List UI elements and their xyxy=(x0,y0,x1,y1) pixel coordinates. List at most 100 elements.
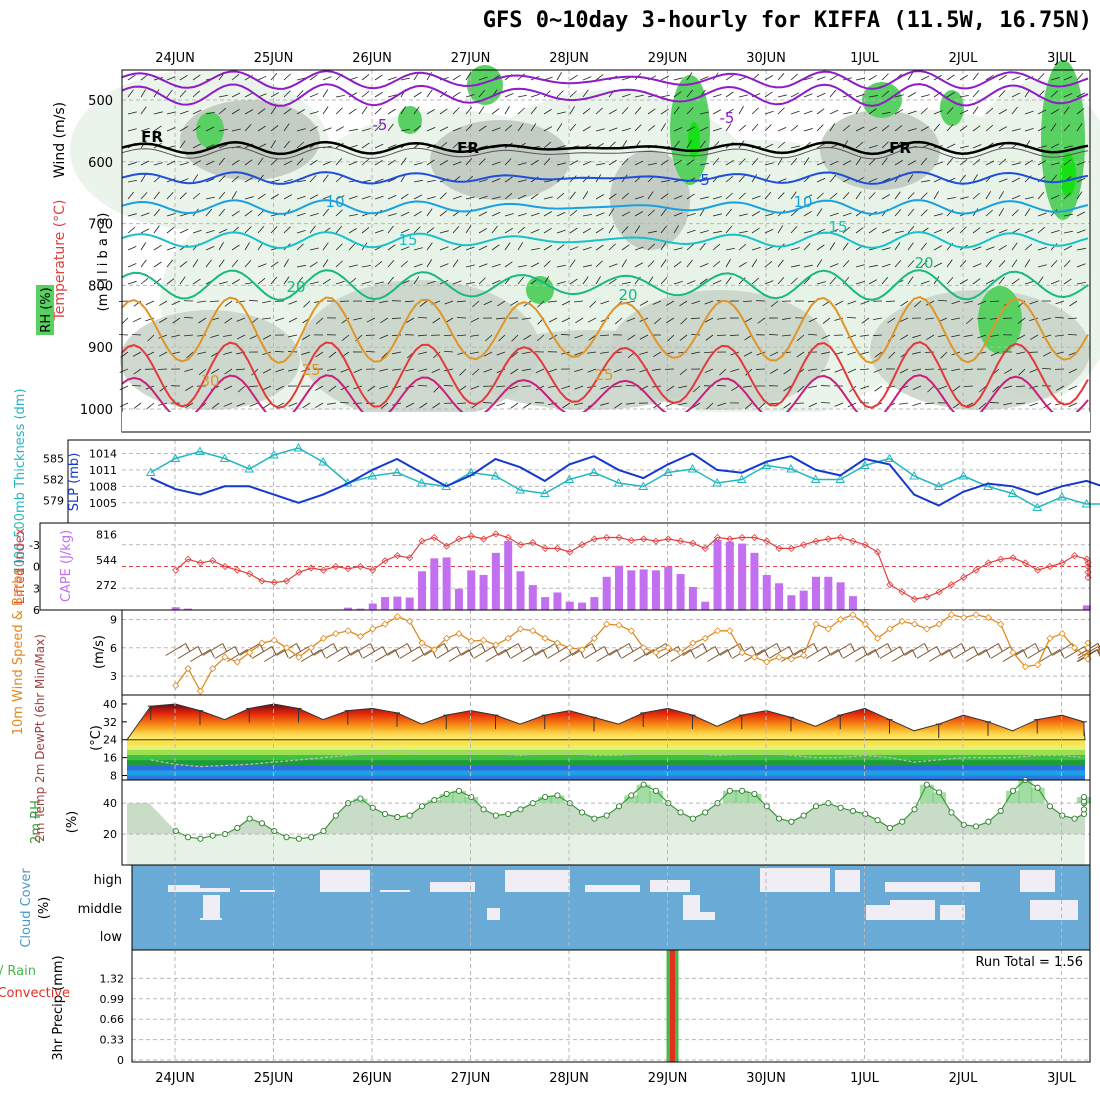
wind-barb xyxy=(952,402,961,409)
wind-barb xyxy=(647,108,656,115)
cloud-middle-gap xyxy=(890,900,935,920)
wind10-point xyxy=(713,627,722,635)
wind-barb xyxy=(998,90,1006,98)
wind-barb xyxy=(517,179,527,183)
wind-barb xyxy=(543,227,552,234)
wind-barb xyxy=(873,317,883,321)
wind-barb xyxy=(951,368,961,372)
wind-barb xyxy=(821,368,831,372)
wind10-point xyxy=(1009,648,1017,657)
wind-barb xyxy=(147,334,155,342)
wind-barb xyxy=(185,402,194,409)
wind-barb xyxy=(888,351,896,359)
wind-barb xyxy=(764,91,773,98)
wind10-barb-flag xyxy=(382,646,388,655)
wind-barb xyxy=(704,368,714,374)
wind10-barb-flag xyxy=(369,643,375,652)
wind-barb xyxy=(127,227,136,234)
wind10-barb xyxy=(707,649,728,662)
wind10-barb-flag xyxy=(936,646,942,655)
wind-barb xyxy=(699,263,709,268)
wind-barb xyxy=(348,264,358,268)
rh2m-point xyxy=(308,834,315,841)
wind-barb xyxy=(361,227,370,234)
wind-barb xyxy=(140,192,148,200)
wind-barb xyxy=(872,334,883,337)
wind-barb xyxy=(361,265,371,268)
wind10-point xyxy=(566,644,574,652)
rh2m-point xyxy=(1080,806,1088,813)
wind-barb xyxy=(459,368,467,376)
wind-barb xyxy=(452,245,462,251)
wind-barb xyxy=(816,108,825,115)
rh2m-point xyxy=(185,834,192,841)
wind10-barb xyxy=(251,646,273,659)
wind-barb xyxy=(478,125,487,132)
lifted-index-point xyxy=(406,554,414,562)
wind-barb xyxy=(959,279,968,285)
wind-barb xyxy=(231,108,240,115)
wind-barb xyxy=(283,140,291,149)
wind10-point xyxy=(849,611,857,619)
wind10-barb xyxy=(842,646,864,659)
lifted-index-point xyxy=(393,552,401,560)
rh2m-point xyxy=(332,812,339,819)
wind10-barb xyxy=(337,649,359,662)
wind-barb xyxy=(380,317,389,324)
lifted-index-point xyxy=(270,578,278,587)
wind-barb xyxy=(803,264,813,268)
wind-barb xyxy=(419,402,428,409)
wind10-barb xyxy=(953,646,975,659)
wind-barb xyxy=(569,123,577,132)
wind10-barb xyxy=(510,646,531,659)
wind10-barb-flag xyxy=(333,643,338,652)
wind-barb xyxy=(719,368,727,376)
wind-barb xyxy=(1037,246,1047,251)
wind-barb xyxy=(725,159,734,166)
wind-barb xyxy=(920,94,930,98)
wind-barb xyxy=(712,280,722,285)
wind10-barb xyxy=(781,649,802,662)
wind-barb xyxy=(1063,260,1071,268)
wind-barb xyxy=(725,123,732,132)
lifted-index-point xyxy=(689,539,697,547)
lifted-index-point xyxy=(184,555,192,563)
contour-label: FR xyxy=(141,128,163,146)
wind-barb xyxy=(998,276,1005,285)
rh2m-point xyxy=(652,787,659,794)
wind-barb xyxy=(647,243,655,251)
wind-barb xyxy=(491,178,501,183)
wind-barb xyxy=(1050,174,1058,183)
cape-bar xyxy=(1082,605,1091,610)
wind-barb xyxy=(847,300,857,305)
rh-high-fill xyxy=(624,795,639,804)
wind-barb xyxy=(751,107,759,115)
rh-moist-area xyxy=(862,82,902,118)
cape-bar xyxy=(615,565,623,610)
wind-barb xyxy=(859,368,870,371)
wind-barb xyxy=(1063,278,1072,285)
wind-barb xyxy=(725,74,734,81)
thickness-line xyxy=(150,447,1100,509)
temp2m-unit-label: (°C) xyxy=(89,725,104,751)
wind-barb xyxy=(959,145,969,149)
wind-barb xyxy=(972,192,980,200)
wind-barb xyxy=(920,280,930,285)
wind-barb xyxy=(439,246,449,251)
wind-barb xyxy=(556,72,562,81)
wind-barb xyxy=(959,94,969,98)
rh2m-point xyxy=(283,834,290,841)
wind-barb xyxy=(556,145,566,149)
wind-barb xyxy=(842,111,852,115)
wind-barb xyxy=(543,108,552,115)
wind-barb xyxy=(912,368,922,372)
wind-barb xyxy=(1076,161,1086,166)
wind10-point xyxy=(282,644,291,652)
slp-tick-label: 1014 xyxy=(89,447,117,460)
wind-barb xyxy=(496,317,506,320)
wind-barb xyxy=(335,209,343,217)
wind-barb xyxy=(803,110,813,115)
rh-moist-area xyxy=(398,106,422,134)
wind-barb xyxy=(881,247,891,251)
